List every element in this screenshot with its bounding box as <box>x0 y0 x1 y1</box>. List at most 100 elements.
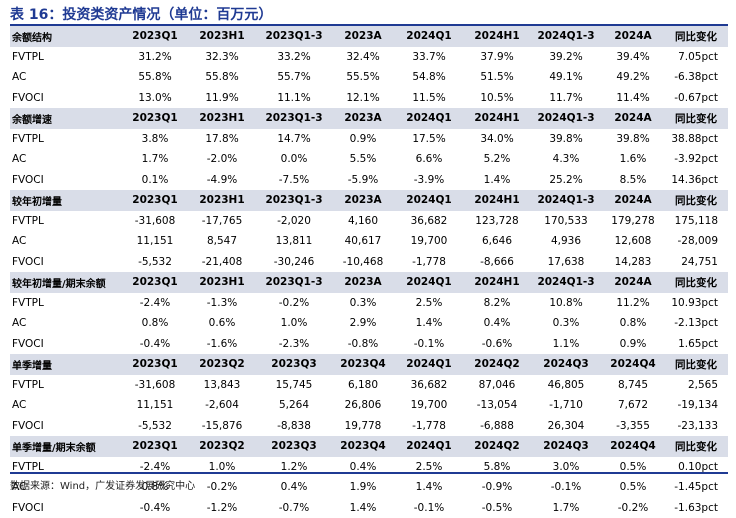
table-cell: 1.7% <box>530 498 602 518</box>
column-header: 同比变化 <box>664 190 728 211</box>
column-header: 2023Q1 <box>122 108 188 129</box>
table-cell: -19,134 <box>664 395 728 416</box>
column-header: 2023A <box>332 108 394 129</box>
table-row: FVOCI-0.4%-1.6%-2.3%-0.8%-0.1%-0.6%1.1%0… <box>10 334 728 355</box>
table-cell: 55.8% <box>122 67 188 88</box>
table-cell: -0.67pct <box>664 88 728 109</box>
table-cell: -0.1% <box>394 334 464 355</box>
column-header: 2024A <box>602 26 664 47</box>
table-cell: 11.1% <box>256 88 332 109</box>
column-header: 2023Q1 <box>122 26 188 47</box>
table-cell: -2,020 <box>256 211 332 232</box>
table-cell: -0.1% <box>530 477 602 498</box>
column-header: 2024Q1-3 <box>530 190 602 211</box>
table-cell: 12,608 <box>602 231 664 252</box>
table-cell: -28,009 <box>664 231 728 252</box>
table-cell: 14.7% <box>256 129 332 150</box>
table-cell: 37.9% <box>464 47 530 68</box>
table-cell: 40,617 <box>332 231 394 252</box>
table-cell: 0.9% <box>602 334 664 355</box>
table-cell: 39.2% <box>530 47 602 68</box>
table-cell: 19,778 <box>332 416 394 437</box>
row-label: AC <box>10 395 122 416</box>
table-cell: -1.63pct <box>664 498 728 518</box>
column-header: 同比变化 <box>664 272 728 293</box>
table-cell: 25.2% <box>530 170 602 191</box>
column-header: 2023Q1 <box>122 436 188 457</box>
section-label: 单季增量 <box>10 354 122 375</box>
section-label: 余额增速 <box>10 108 122 129</box>
table-cell: -23,133 <box>664 416 728 437</box>
section-label: 较年初增量/期末余额 <box>10 272 122 293</box>
column-header: 2024A <box>602 190 664 211</box>
table-cell: 0.3% <box>530 313 602 334</box>
table-cell: 1.6% <box>602 149 664 170</box>
row-label: FVTPL <box>10 293 122 314</box>
table-cell: 1.4% <box>332 498 394 518</box>
column-header: 2023A <box>332 26 394 47</box>
table-cell: 11.7% <box>530 88 602 109</box>
table-cell: -17,765 <box>188 211 256 232</box>
table-cell: 33.7% <box>394 47 464 68</box>
table-cell: 1.4% <box>394 477 464 498</box>
table-cell: 55.5% <box>332 67 394 88</box>
table-cell: 0.4% <box>256 477 332 498</box>
table-cell: 11,151 <box>122 231 188 252</box>
table-cell: 46,805 <box>530 375 602 396</box>
row-label: FVTPL <box>10 211 122 232</box>
column-header: 2023H1 <box>188 108 256 129</box>
table-cell: -0.2% <box>602 498 664 518</box>
table-cell: 36,682 <box>394 211 464 232</box>
table-cell: -3.9% <box>394 170 464 191</box>
table-cell: -31,608 <box>122 375 188 396</box>
table-cell: 87,046 <box>464 375 530 396</box>
column-header: 2024Q2 <box>464 436 530 457</box>
table-cell: -0.4% <box>122 334 188 355</box>
column-header: 2024A <box>602 108 664 129</box>
table-cell: 10.5% <box>464 88 530 109</box>
column-header: 2023Q2 <box>188 436 256 457</box>
source-note: 数据来源：Wind，广发证券发展研究中心 <box>10 477 195 492</box>
column-header: 2024Q2 <box>464 354 530 375</box>
table-cell: 4,936 <box>530 231 602 252</box>
table-cell: 1.4% <box>394 313 464 334</box>
table-cell: 13,843 <box>188 375 256 396</box>
table-cell: -0.4% <box>122 498 188 518</box>
section-label: 较年初增量 <box>10 190 122 211</box>
table-cell: 0.6% <box>188 313 256 334</box>
table-cell: 36,682 <box>394 375 464 396</box>
column-header: 2023Q1 <box>122 272 188 293</box>
table-cell: 8,547 <box>188 231 256 252</box>
row-label: FVOCI <box>10 88 122 109</box>
table-title: 表 16：投资类资产情况（单位：百万元） <box>10 4 272 24</box>
column-header: 2023Q2 <box>188 354 256 375</box>
table-cell: -0.1% <box>394 498 464 518</box>
column-header: 2023H1 <box>188 26 256 47</box>
table-cell: -1.45pct <box>664 477 728 498</box>
table-cell: 0.4% <box>464 313 530 334</box>
column-header: 2023A <box>332 272 394 293</box>
table-cell: 0.8% <box>602 313 664 334</box>
table-cell: 26,304 <box>530 416 602 437</box>
table-cell: 49.2% <box>602 67 664 88</box>
bottom-rule <box>10 472 728 474</box>
table-cell: 32.3% <box>188 47 256 68</box>
table-cell: 11.2% <box>602 293 664 314</box>
table-cell: 0.8% <box>122 313 188 334</box>
table-cell: 10.8% <box>530 293 602 314</box>
table-cell: 5.2% <box>464 149 530 170</box>
row-label: AC <box>10 67 122 88</box>
column-header: 2023Q1-3 <box>256 272 332 293</box>
table-cell: 123,728 <box>464 211 530 232</box>
column-header: 2023Q4 <box>332 436 394 457</box>
table-cell: 5,264 <box>256 395 332 416</box>
